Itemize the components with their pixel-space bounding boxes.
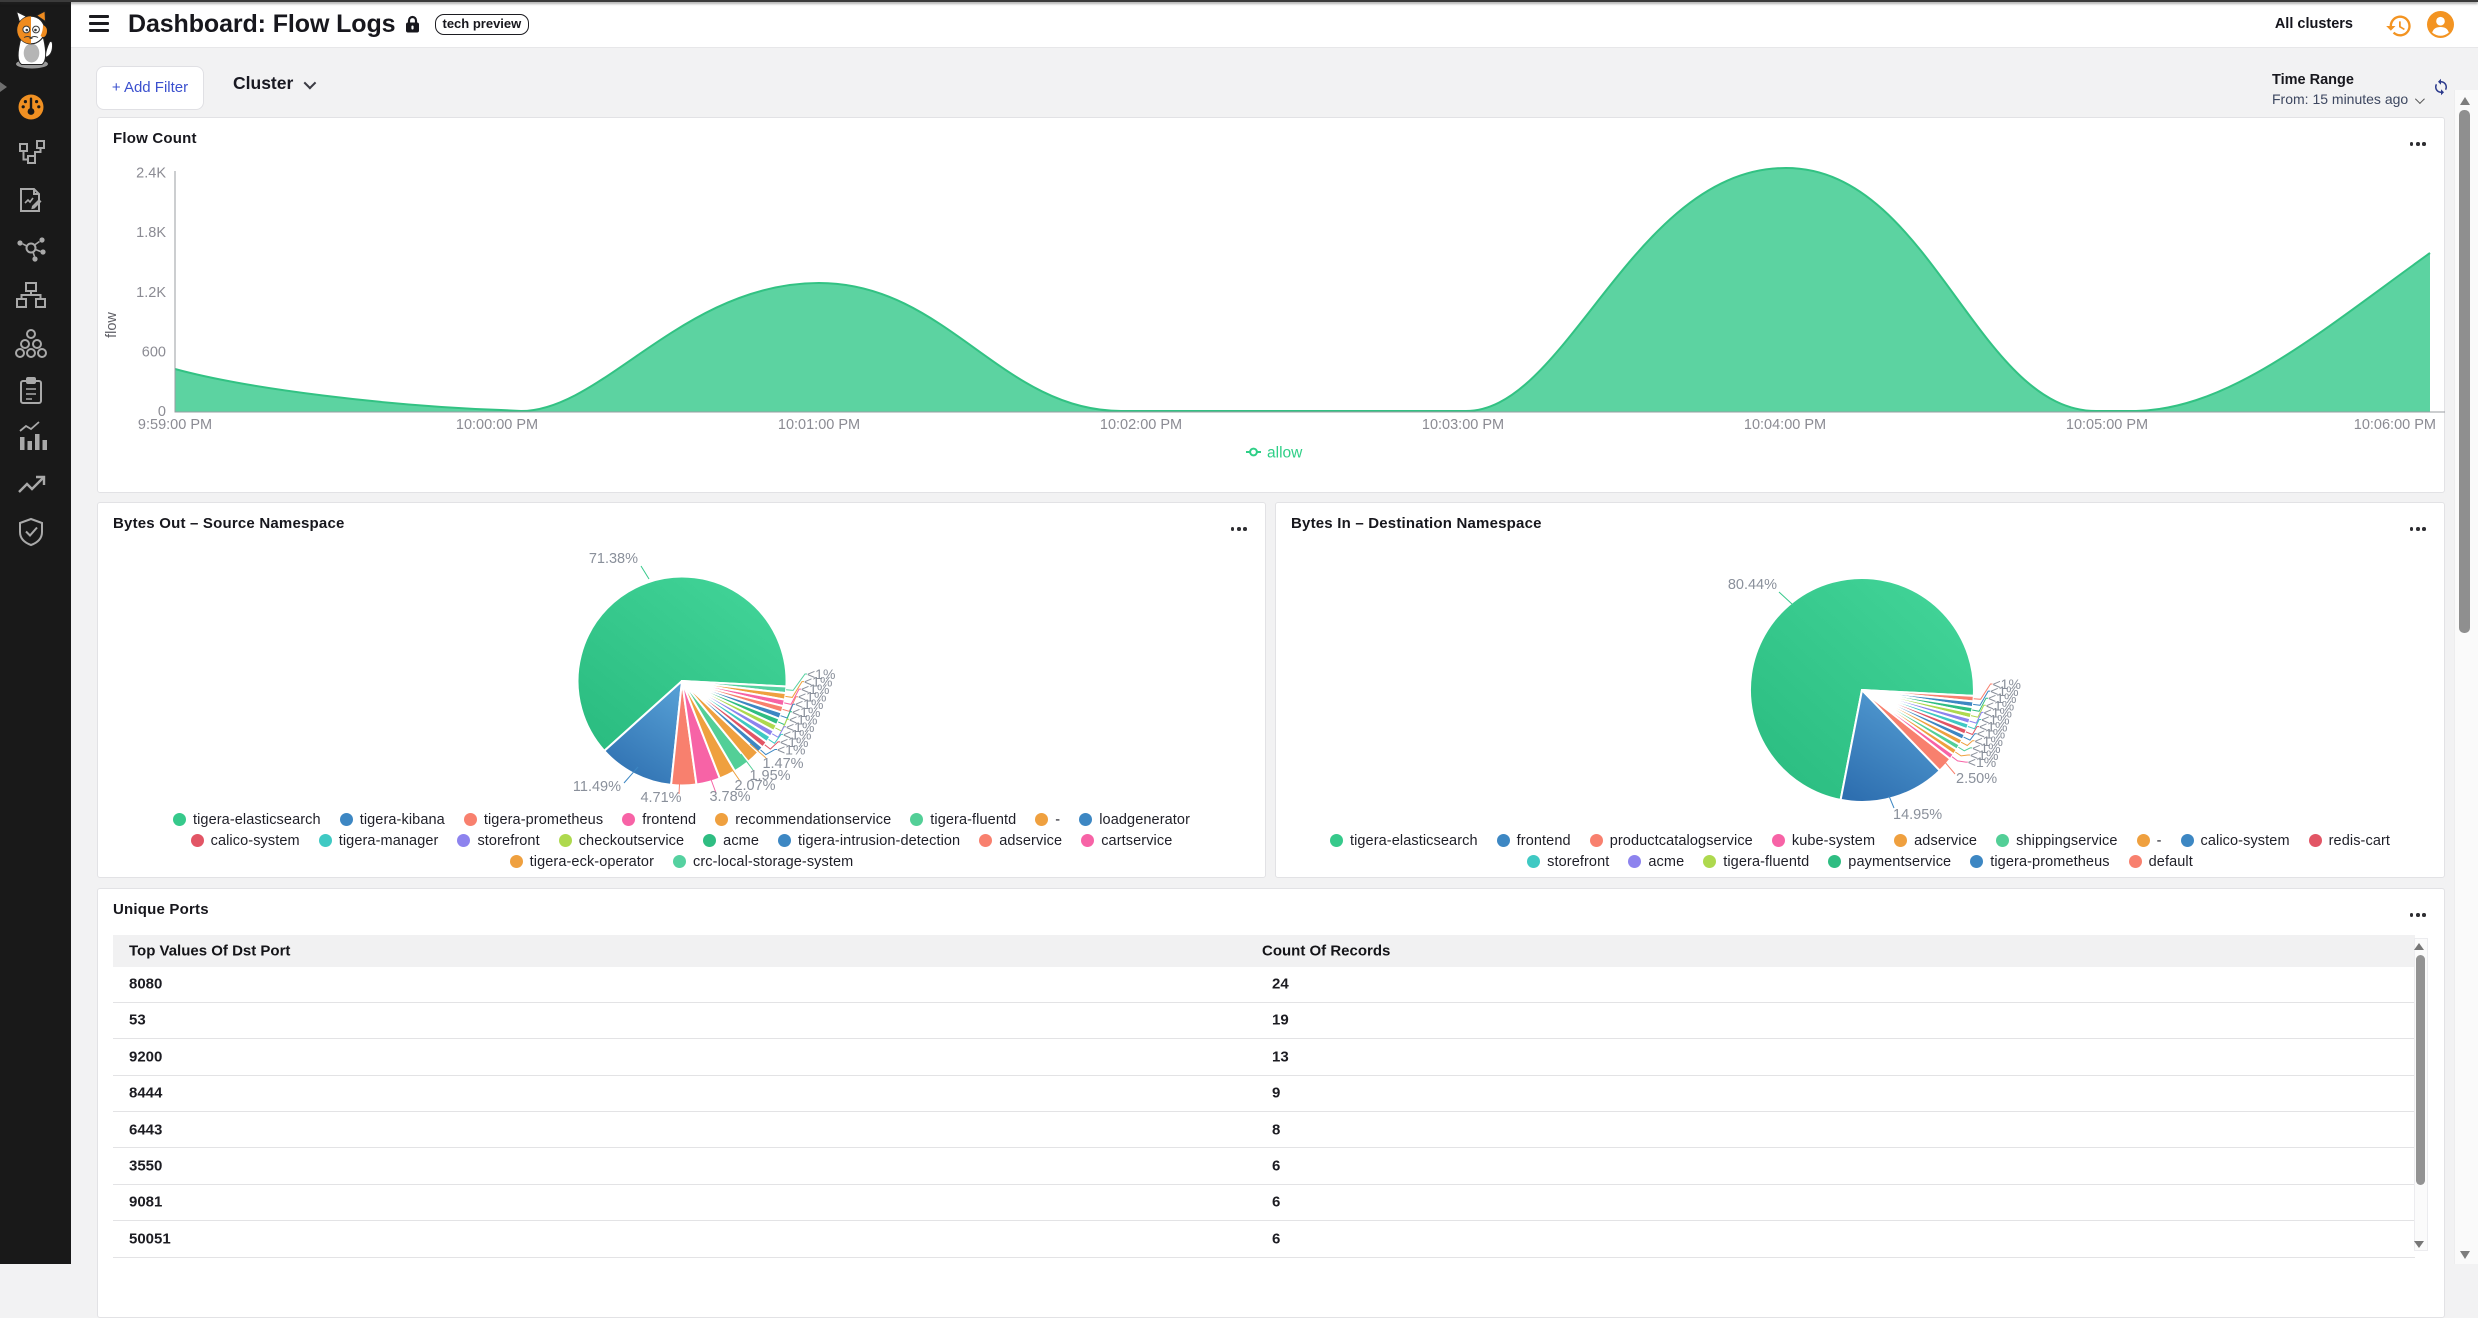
svg-text:<1%: <1% [804, 674, 832, 690]
svg-text:10:01:00 PM: 10:01:00 PM [778, 417, 860, 433]
svg-text:flow: flow [104, 312, 120, 338]
svg-text:<1%: <1% [1968, 754, 1996, 770]
svg-text:10:06:00 PM: 10:06:00 PM [2354, 417, 2436, 433]
svg-text:1.95%: 1.95% [749, 768, 790, 784]
svg-text:<1%: <1% [1970, 747, 1998, 763]
svg-text:71.38%: 71.38% [589, 551, 638, 567]
svg-text:2.07%: 2.07% [734, 778, 775, 794]
svg-text:10:00:00 PM: 10:00:00 PM [456, 417, 538, 433]
svg-text:<1%: <1% [798, 689, 826, 705]
svg-text:<1%: <1% [1979, 719, 2007, 735]
svg-text:10:04:00 PM: 10:04:00 PM [1744, 417, 1826, 433]
svg-text:<1%: <1% [777, 742, 805, 758]
svg-text:<1%: <1% [807, 666, 835, 682]
svg-text:0: 0 [158, 404, 166, 420]
svg-text:600: 600 [142, 344, 166, 360]
svg-text:10:05:00 PM: 10:05:00 PM [2066, 417, 2148, 433]
svg-text:10:02:00 PM: 10:02:00 PM [1100, 417, 1182, 433]
svg-text:<1%: <1% [783, 726, 811, 742]
svg-text:<1%: <1% [1990, 683, 2018, 699]
svg-text:<1%: <1% [792, 704, 820, 720]
svg-text:<1%: <1% [1986, 697, 2014, 713]
svg-text:3.78%: 3.78% [709, 789, 750, 805]
svg-text:allow: allow [1267, 445, 1303, 462]
svg-text:<1%: <1% [795, 696, 823, 712]
svg-text:14.95%: 14.95% [1893, 807, 1942, 823]
svg-text:80.44%: 80.44% [1728, 577, 1777, 593]
svg-text:<1%: <1% [1975, 733, 2003, 749]
svg-text:9:59:00 PM: 9:59:00 PM [138, 417, 212, 433]
svg-text:1.47%: 1.47% [762, 756, 803, 772]
svg-text:11.49%: 11.49% [573, 779, 621, 795]
svg-text:<1%: <1% [780, 734, 808, 750]
svg-text:<1%: <1% [786, 719, 814, 735]
svg-text:2.4K: 2.4K [136, 166, 166, 182]
svg-text:<1%: <1% [1977, 726, 2005, 742]
svg-text:1.2K: 1.2K [136, 285, 166, 301]
svg-text:<1%: <1% [1981, 712, 2009, 728]
svg-text:<1%: <1% [1972, 740, 2000, 756]
svg-text:<1%: <1% [1993, 676, 2021, 692]
svg-text:<1%: <1% [1988, 690, 2016, 706]
svg-text:4.71%: 4.71% [640, 790, 681, 806]
svg-text:1.8K: 1.8K [136, 225, 166, 241]
svg-text:2.50%: 2.50% [1956, 771, 1997, 787]
svg-text:<1%: <1% [789, 711, 817, 727]
svg-text:<1%: <1% [801, 681, 829, 697]
svg-text:<1%: <1% [1984, 704, 2012, 720]
svg-text:10:03:00 PM: 10:03:00 PM [1422, 417, 1504, 433]
